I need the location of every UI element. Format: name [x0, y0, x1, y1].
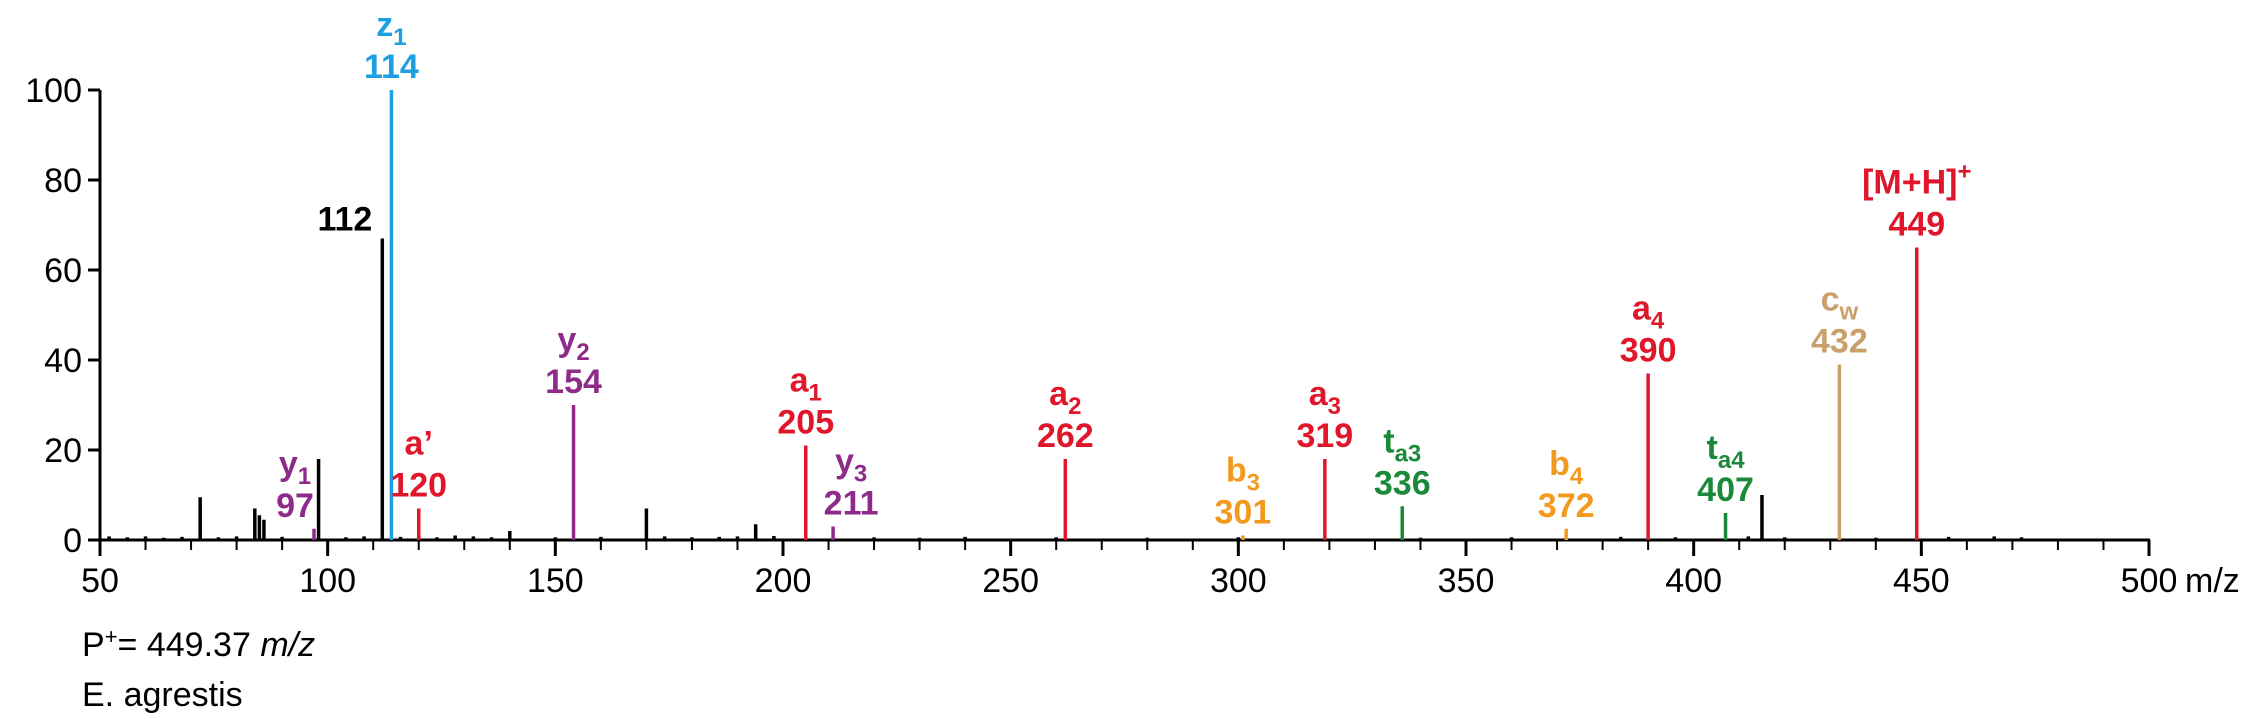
y-tick-label: 0	[63, 522, 82, 560]
peak-mz-label: 336	[1374, 464, 1431, 502]
y-tick-label: 80	[44, 162, 82, 200]
ion-label: b3	[1226, 452, 1260, 497]
precursor-unit: m/z	[260, 626, 315, 664]
ion-sub: 2	[576, 339, 589, 366]
x-tick-label: 150	[527, 562, 584, 600]
ion-label: y2	[557, 321, 589, 366]
ion-sub: 3	[1328, 393, 1341, 420]
ion-label: ta3	[1383, 422, 1421, 467]
ion-name: a	[1632, 290, 1652, 328]
ion-sub: 4	[1570, 463, 1584, 490]
ion-name: b	[1226, 452, 1247, 490]
peak-mz-label: 120	[390, 467, 447, 505]
ion-name: y	[279, 445, 298, 483]
ion-name: [M+H]	[1862, 164, 1957, 202]
ion-name: z	[376, 6, 393, 44]
ion-sub: 1	[393, 24, 406, 51]
ion-name: b	[1549, 445, 1570, 483]
peak-mz-label: 319	[1296, 417, 1353, 455]
ion-label: a1	[790, 362, 822, 407]
y-tick-label: 100	[25, 72, 82, 110]
ion-name: y	[557, 321, 576, 359]
ion-label: a4	[1632, 290, 1665, 335]
x-tick-label: 350	[1438, 562, 1495, 600]
y-tick-label: 20	[44, 432, 82, 470]
ion-name: a	[1049, 375, 1069, 413]
peak-mz-label: 432	[1811, 323, 1868, 361]
precursor: P+= 449.37 m/z	[82, 624, 315, 664]
x-axis-label: m/z	[2185, 562, 2240, 600]
ion-name: t	[1707, 429, 1718, 467]
ion-sub: 1	[809, 380, 822, 407]
ion-label: b4	[1549, 445, 1584, 490]
x-tick-label: 200	[755, 562, 812, 600]
ion-sub: a4	[1718, 447, 1745, 474]
ion-sub: a3	[1395, 440, 1422, 467]
precursor-prefix: P	[82, 626, 105, 664]
peak-mz-label: 154	[545, 363, 602, 401]
precursor-eq: =	[118, 626, 138, 664]
ion-sub: 3	[854, 461, 867, 488]
ion-label: a3	[1309, 375, 1341, 420]
peak-mz-label: 301	[1215, 494, 1272, 532]
x-tick-label: 450	[1893, 562, 1950, 600]
ion-label: cw	[1821, 281, 1859, 326]
precursor-sup: +	[105, 624, 118, 649]
peak-mz-label: 372	[1538, 487, 1595, 525]
peak-mz-label: 407	[1697, 471, 1754, 509]
x-tick-label: 300	[1210, 562, 1267, 600]
x-tick-label: 500	[2121, 562, 2178, 600]
x-tick-label: 250	[982, 562, 1039, 600]
ion-sub: 4	[1651, 308, 1665, 335]
x-tick-label: 400	[1665, 562, 1722, 600]
peak-mz-label: 97	[276, 487, 314, 525]
ion-name: y	[835, 443, 854, 481]
ion-sup: +	[1957, 159, 1971, 186]
precursor-mz: 449.37	[147, 626, 251, 664]
ion-label: y1	[279, 445, 311, 490]
y-tick-label: 60	[44, 252, 82, 290]
peak-mz-label: 262	[1037, 417, 1094, 455]
x-tick-label: 50	[81, 562, 119, 600]
ion-name: c	[1821, 281, 1840, 319]
peak-mz-label: 449	[1888, 206, 1945, 244]
y-tick-label: 40	[44, 342, 82, 380]
ion-label: [M+H]+	[1862, 159, 1971, 202]
ion-name: a	[790, 362, 810, 400]
x-tick-label: 100	[299, 562, 356, 600]
ion-name: a	[1309, 375, 1329, 413]
peak-mz-label: 211	[824, 485, 879, 523]
species: E. agrestis	[82, 676, 243, 714]
peak-mz-label: 112	[317, 201, 372, 239]
ion-label: ta4	[1707, 429, 1746, 474]
ion-label: z1	[376, 6, 406, 51]
ion-sub: 2	[1068, 393, 1081, 420]
ion-label: y3	[835, 443, 867, 488]
ion-sub: 3	[1247, 470, 1260, 497]
ion-name: t	[1383, 422, 1394, 460]
ion-name: a’	[405, 425, 433, 463]
ion-sub: 1	[298, 463, 311, 490]
ion-label: a2	[1049, 375, 1081, 420]
peak-mz-label: 390	[1620, 332, 1677, 370]
peak-mz-label: 114	[364, 48, 419, 86]
peak-mz-label: 205	[777, 404, 834, 442]
ion-sub: w	[1838, 299, 1858, 326]
ion-label: a’	[405, 425, 433, 463]
